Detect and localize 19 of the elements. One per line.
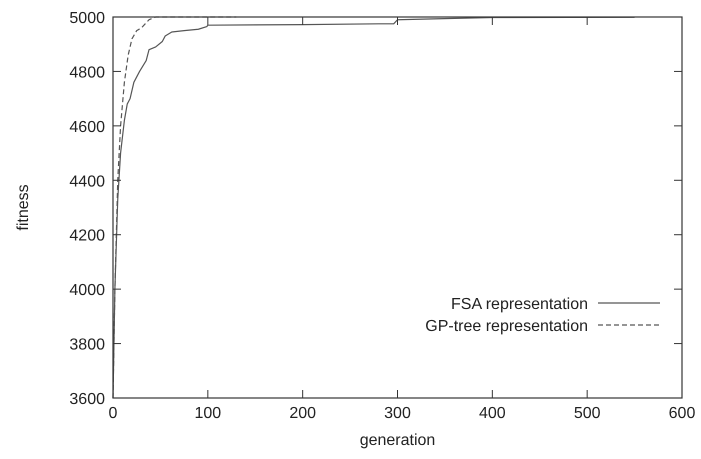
legend-label: FSA representation xyxy=(451,296,588,313)
y-tick-label: 4000 xyxy=(69,282,106,300)
x-tick-label: 400 xyxy=(478,405,506,422)
y-tick-label: 3600 xyxy=(69,391,106,408)
y-tick-label: 4600 xyxy=(69,118,106,136)
x-tick-label: 300 xyxy=(384,405,411,422)
y-tick-label: 4200 xyxy=(69,228,106,245)
x-tick-label: 0 xyxy=(108,405,118,422)
y-tick-label: 4400 xyxy=(69,173,106,190)
x-axis-title: generation xyxy=(360,432,436,449)
y-axis-title: fitness xyxy=(15,184,32,231)
x-tick-label: 500 xyxy=(574,405,601,422)
y-tick-label: 3800 xyxy=(69,336,106,354)
y-tick-label: 4800 xyxy=(69,64,106,82)
x-tick-label: 100 xyxy=(194,405,222,422)
legend-label: GP-tree representation xyxy=(425,318,588,335)
x-tick-label: 200 xyxy=(289,405,316,422)
x-tick-label: 600 xyxy=(668,405,696,422)
y-tick-label: 5000 xyxy=(69,10,106,27)
